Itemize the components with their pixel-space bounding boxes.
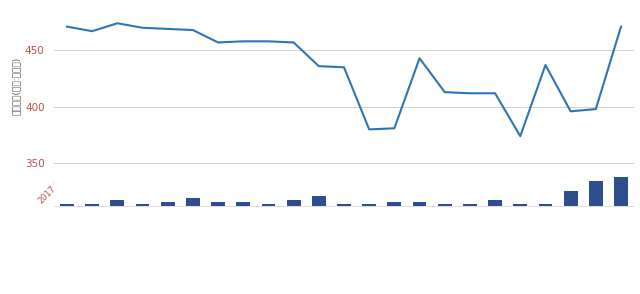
Bar [513, 204, 527, 206]
Bar [186, 198, 200, 206]
Bar [614, 177, 628, 206]
Bar [387, 202, 401, 206]
Bar [564, 191, 577, 206]
Bar [488, 200, 502, 206]
Bar [337, 204, 351, 206]
Bar [85, 204, 99, 206]
Bar [287, 200, 301, 206]
Bar [236, 202, 250, 206]
Y-axis label: 거래금액(단위:백만원): 거래금액(단위:백만원) [12, 57, 20, 115]
Bar [438, 204, 452, 206]
Bar [463, 204, 477, 206]
Bar [161, 202, 175, 206]
Bar [211, 202, 225, 206]
Bar [413, 202, 426, 206]
Bar [136, 204, 150, 206]
Bar [60, 204, 74, 206]
Bar [262, 204, 275, 206]
Bar [589, 181, 603, 206]
Bar [312, 196, 326, 206]
Bar [111, 200, 124, 206]
Bar [362, 204, 376, 206]
Bar [538, 204, 552, 206]
